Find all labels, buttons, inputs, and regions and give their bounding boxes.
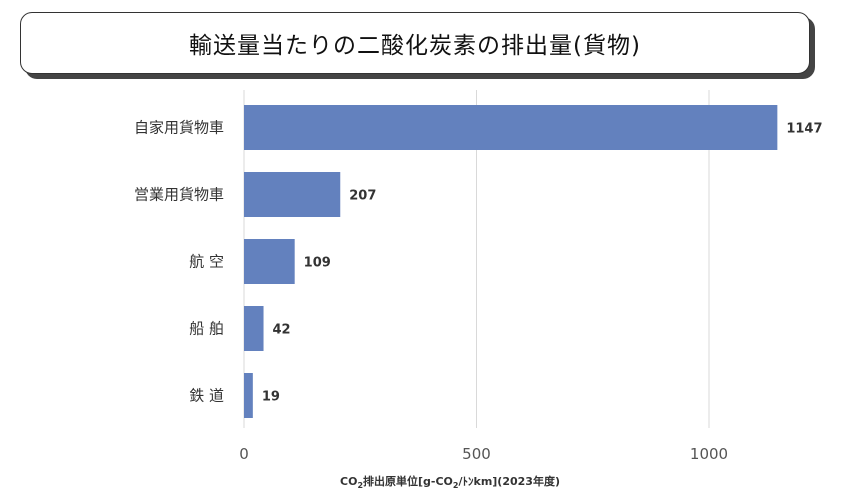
x-tick-label: 0 bbox=[239, 445, 249, 463]
x-axis-title-sub2: 2 bbox=[452, 481, 459, 491]
category-label: 営業用貨物車 bbox=[134, 186, 224, 204]
x-tick-label: 1000 bbox=[690, 445, 728, 463]
value-label: 109 bbox=[304, 256, 331, 271]
category-label: 自家用貨物車 bbox=[134, 119, 224, 137]
x-axis-title: CO2排出原単位[g-CO2/ﾄﾝkm](2023年度) bbox=[240, 473, 660, 490]
value-labels: 1147 207 109 42 19 bbox=[262, 122, 823, 405]
category-label: 航 空 bbox=[189, 253, 224, 271]
chart-title: 輸送量当たりの二酸化炭素の排出量(貨物) bbox=[20, 12, 810, 74]
category-label: 鉄 道 bbox=[189, 387, 224, 405]
x-axis-title-prefix: CO bbox=[340, 475, 358, 488]
value-label: 1147 bbox=[786, 122, 822, 137]
category-label: 船 舶 bbox=[189, 320, 224, 338]
bar bbox=[244, 239, 295, 284]
x-axis-title-middle: 排出原単位[g-CO bbox=[363, 475, 453, 488]
x-axis-title-suffix: /ﾄﾝkm](2023年度) bbox=[458, 475, 560, 488]
bar bbox=[244, 306, 264, 351]
x-tick-labels: 0 500 1000 bbox=[239, 445, 728, 463]
x-axis-title-sub1: 2 bbox=[357, 481, 364, 491]
bar bbox=[244, 172, 341, 217]
x-tick-label: 500 bbox=[462, 445, 491, 463]
value-label: 207 bbox=[349, 189, 376, 204]
value-label: 42 bbox=[273, 323, 291, 338]
bar bbox=[244, 105, 778, 150]
bar bbox=[244, 373, 253, 418]
value-label: 19 bbox=[262, 390, 280, 405]
bars bbox=[244, 105, 778, 418]
